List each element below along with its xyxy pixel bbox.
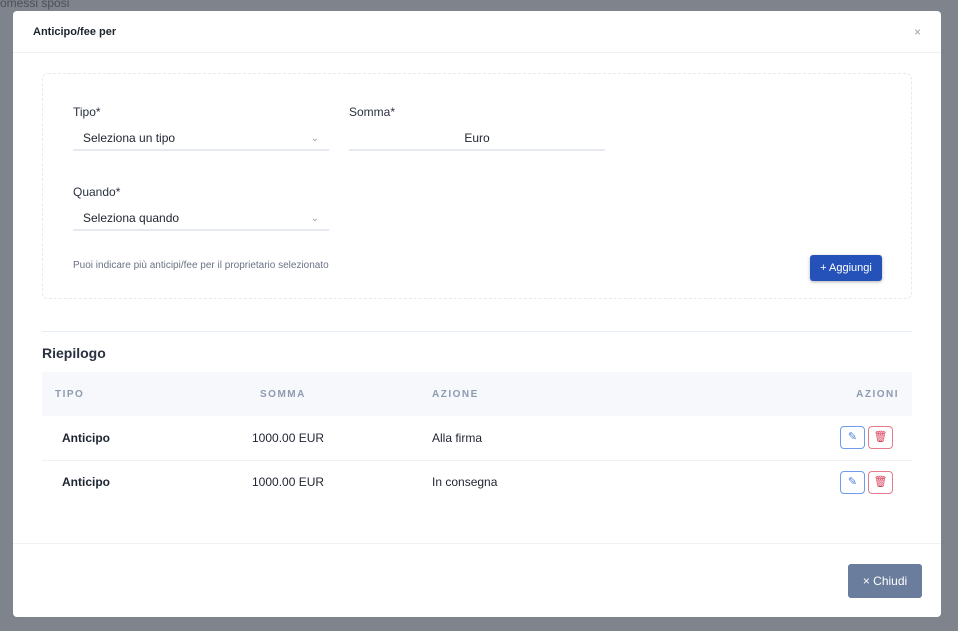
modal: Anticipo/fee per × Tipo* Seleziona un ti…: [13, 11, 941, 617]
modal-header: Anticipo/fee per ×: [13, 11, 941, 53]
somma-placeholder: Euro: [464, 131, 490, 145]
col-azioni: AZIONI: [655, 372, 912, 416]
somma-field: Somma* Euro: [349, 105, 605, 151]
cell-somma: 1000.00 EUR: [252, 475, 325, 490]
chevron-down-icon: ⌄: [310, 212, 319, 224]
summary-table: TIPO SOMMA AZIONE AZIONI Anticipo 1000.0…: [42, 372, 912, 504]
somma-label: Somma*: [349, 105, 396, 119]
trash-icon[interactable]: 🗑: [868, 426, 893, 450]
quando-label: Quando*: [73, 185, 121, 199]
background-text: omessi sposi: [0, 0, 70, 10]
edit-icon[interactable]: ✎: [840, 426, 865, 450]
hint-text: Puoi indicare più anticipi/fee per il pr…: [73, 260, 329, 271]
chevron-down-icon: ⌄: [310, 132, 319, 144]
table-row: Anticipo 1000.00 EUR In consegna ✎ 🗑: [42, 460, 912, 504]
col-tipo: TIPO: [42, 372, 212, 416]
cell-azione: In consegna: [432, 475, 498, 490]
cell-tipo: Anticipo: [42, 416, 212, 461]
cell-actions: ✎ 🗑: [656, 460, 912, 504]
edit-icon[interactable]: ✎: [840, 470, 865, 494]
cell-tipo: Anticipo: [62, 475, 110, 490]
summary-title: Riepilogo: [42, 345, 106, 361]
tipo-select[interactable]: Seleziona un tipo ⌄: [73, 127, 329, 151]
cell-actions: ✎ 🗑: [655, 416, 912, 461]
cell-somma: 1000.00 EUR: [212, 416, 432, 461]
somma-input[interactable]: Euro: [349, 127, 605, 151]
footer-divider: [13, 543, 941, 544]
tipo-field: Tipo* Seleziona un tipo ⌄: [73, 105, 329, 151]
divider: [42, 331, 912, 332]
col-somma: SOMMA: [212, 372, 432, 416]
close-icon[interactable]: ×: [913, 24, 921, 39]
quando-select[interactable]: Seleziona quando ⌄: [73, 207, 329, 231]
form-box: Tipo* Seleziona un tipo ⌄ Somma* Euro Qua…: [42, 73, 912, 299]
quando-value: Seleziona quando: [83, 211, 180, 225]
cell-azione: Alla firma: [432, 416, 656, 461]
add-button[interactable]: + Aggiungi: [810, 255, 882, 281]
trash-icon[interactable]: 🗑: [868, 470, 893, 494]
col-azione: AZIONE: [432, 372, 656, 416]
close-button[interactable]: × Chiudi: [848, 564, 922, 598]
quando-field: Quando* Seleziona quando ⌄: [73, 185, 329, 231]
table-row: Anticipo 1000.00 EUR Alla firma ✎ 🗑: [42, 416, 912, 461]
tipo-value: Seleziona un tipo: [83, 131, 176, 145]
modal-title: Anticipo/fee per: [33, 25, 117, 38]
tipo-label: Tipo*: [73, 105, 101, 119]
